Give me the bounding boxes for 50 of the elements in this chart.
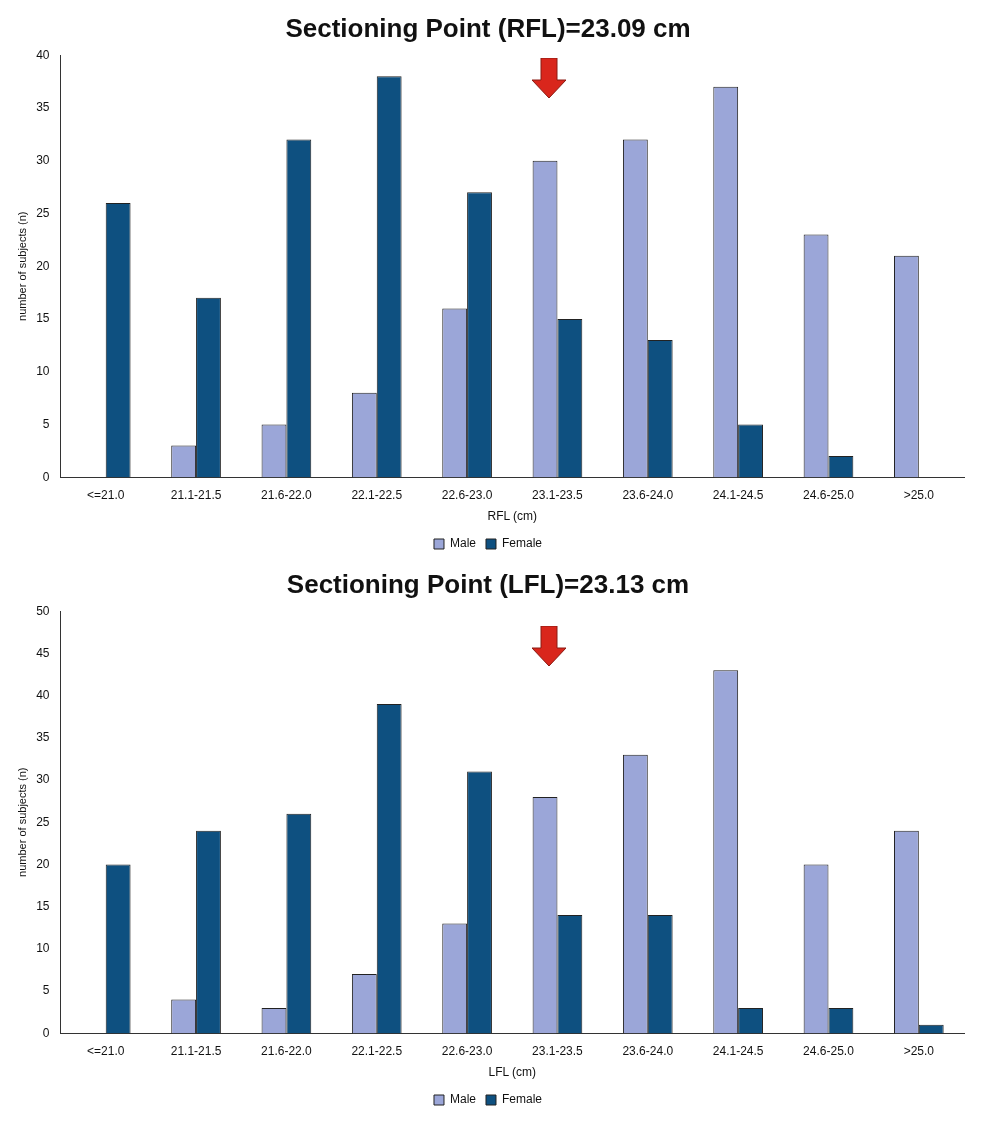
y-tick-label: 35 — [36, 100, 50, 115]
x-tick-label: 22.6-23.0 — [441, 487, 493, 502]
x-tick-label: <=21.0 — [87, 1043, 125, 1058]
y-tick-label: 40 — [36, 47, 50, 62]
x-axis-title: LFL (cm) — [488, 1065, 537, 1080]
y-tick-label: 15 — [36, 898, 50, 913]
y-tick-label: 20 — [36, 258, 50, 273]
x-tick-label: 21.6-22.0 — [261, 1043, 313, 1058]
x-tick-label: 24.1-24.5 — [712, 1043, 764, 1058]
x-tick-label: 23.6-24.0 — [622, 1043, 674, 1058]
y-axis-title: number of subjects (n) — [15, 211, 28, 321]
x-tick-label: 21.6-22.0 — [261, 487, 313, 502]
x-tick-label: 23.1-23.5 — [532, 1043, 584, 1058]
y-tick-label: 5 — [42, 416, 50, 431]
chart-title: Sectioning Point (RFL)=23.09 cm — [285, 12, 691, 43]
y-tick-label: 20 — [36, 856, 50, 871]
y-tick-label: 50 — [36, 603, 50, 618]
x-tick-label: <=21.0 — [87, 487, 125, 502]
x-tick-label: 22.6-23.0 — [441, 1043, 493, 1058]
x-tick-label: 24.1-24.5 — [712, 487, 764, 502]
y-axis-title: number of subjects (n) — [15, 767, 28, 877]
legend-label: Male — [449, 536, 477, 551]
x-axis-title: RFL (cm) — [487, 509, 538, 524]
y-tick-label: 10 — [36, 364, 50, 379]
y-tick-label: 5 — [42, 983, 50, 998]
x-tick-label: 22.1-22.5 — [351, 1043, 403, 1058]
y-tick-label: 25 — [36, 814, 50, 829]
x-tick-label: 21.1-21.5 — [170, 487, 222, 502]
y-tick-label: 35 — [36, 730, 50, 745]
x-tick-label: 23.1-23.5 — [532, 487, 584, 502]
x-tick-label: 22.1-22.5 — [351, 487, 403, 502]
y-tick-label: 30 — [36, 153, 50, 168]
y-tick-label: 30 — [36, 772, 50, 787]
y-tick-label: 15 — [36, 311, 50, 326]
chart-title: Sectioning Point (LFL)=23.13 cm — [286, 568, 690, 599]
legend-label: Male — [449, 1092, 477, 1107]
x-tick-label: 24.6-25.0 — [803, 1043, 855, 1058]
x-tick-label: 23.6-24.0 — [622, 487, 674, 502]
legend-label: Female — [502, 1092, 543, 1107]
y-tick-label: 10 — [36, 941, 50, 956]
x-tick-label: 24.6-25.0 — [803, 487, 855, 502]
x-tick-label: 21.1-21.5 — [170, 1043, 222, 1058]
y-tick-label: 40 — [36, 687, 50, 702]
x-tick-label: >25.0 — [903, 487, 935, 502]
legend-label: Female — [502, 536, 543, 551]
y-tick-label: 0 — [42, 469, 50, 484]
x-tick-label: >25.0 — [903, 1043, 935, 1058]
y-tick-label: 25 — [36, 205, 50, 220]
y-tick-label: 0 — [42, 1025, 50, 1040]
y-tick-label: 45 — [36, 645, 50, 660]
